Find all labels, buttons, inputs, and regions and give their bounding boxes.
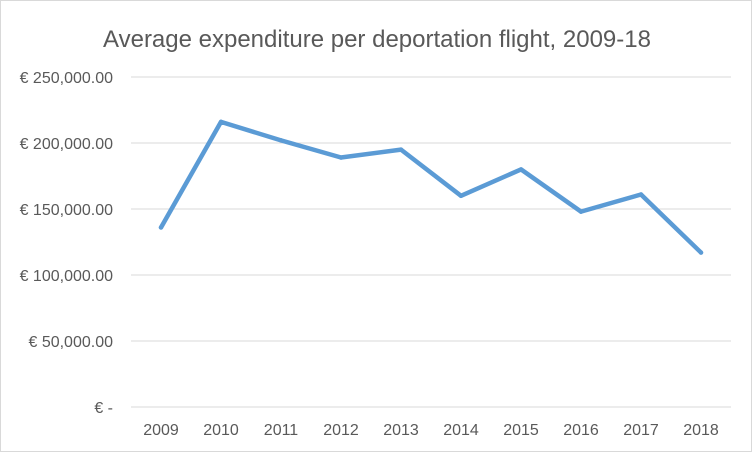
data-point	[578, 209, 584, 214]
x-tick-label: 2015	[503, 422, 539, 439]
chart-title: Average expenditure per deportation flig…	[103, 26, 651, 53]
data-point	[638, 192, 644, 197]
y-tick-label: € 250,000.00	[20, 70, 114, 87]
x-tick-label: 2009	[143, 422, 179, 439]
data-point	[278, 138, 284, 143]
y-axis-tick-labels: € - € 50,000.00 € 100,000.00 € 150,000.00 € …	[20, 70, 114, 417]
data-point	[218, 119, 224, 125]
x-tick-label: 2014	[443, 422, 479, 439]
x-axis-tick-labels: 2009 2010 2011 2012 2013 2014 2015 2016 2017 2018	[143, 422, 719, 439]
data-point	[698, 250, 704, 255]
series-group	[158, 119, 704, 255]
y-tick-label: € 50,000.00	[28, 334, 113, 351]
y-tick-label: € -	[94, 400, 113, 417]
data-point	[458, 193, 464, 198]
x-tick-label: 2018	[683, 422, 719, 439]
x-tick-label: 2017	[623, 422, 659, 439]
x-tick-label: 2011	[264, 422, 299, 439]
data-point	[338, 155, 344, 160]
x-tick-label: 2012	[323, 422, 359, 439]
series-line	[158, 119, 704, 255]
data-point	[518, 167, 524, 172]
y-tick-label: € 150,000.00	[20, 202, 114, 219]
x-tick-label: 2016	[563, 422, 599, 439]
y-tick-label: € 100,000.00	[20, 268, 114, 285]
y-tick-label: € 200,000.00	[20, 136, 114, 153]
data-point	[158, 225, 164, 230]
x-tick-label: 2010	[203, 422, 239, 439]
x-tick-label: 2013	[383, 422, 419, 439]
data-point	[398, 147, 404, 152]
gridlines	[131, 76, 731, 408]
